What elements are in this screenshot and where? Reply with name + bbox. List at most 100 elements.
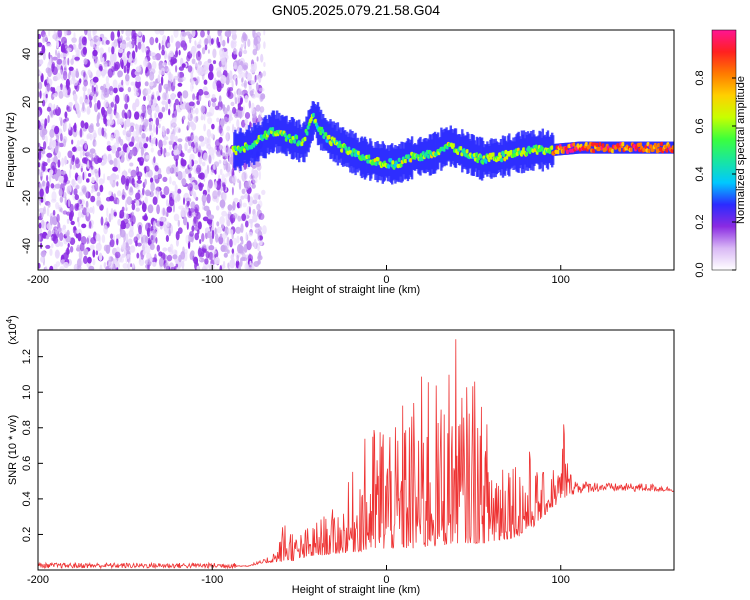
noise-blob <box>194 232 199 241</box>
noise-blob <box>135 128 140 137</box>
noise-blob <box>103 114 107 125</box>
x-tick-label: -100 <box>201 274 223 286</box>
noise-blob <box>78 205 84 211</box>
noise-blob <box>198 155 203 165</box>
noise-blob <box>208 154 212 165</box>
noise-blob <box>207 58 212 64</box>
ridge-core <box>475 152 479 157</box>
noise-blob <box>61 157 65 167</box>
noise-blob <box>161 49 166 56</box>
ridge-core <box>300 141 305 146</box>
noise-blob <box>183 197 185 206</box>
noise-blob <box>75 157 80 165</box>
noise-blob <box>39 188 44 198</box>
noise-blob <box>149 243 155 251</box>
noise-blob <box>163 186 170 196</box>
noise-blob <box>226 125 231 132</box>
noise-blob <box>114 103 117 112</box>
noise-blob <box>248 206 251 215</box>
noise-blob <box>165 199 169 207</box>
noise-blob <box>207 183 211 193</box>
noise-blob <box>107 106 113 115</box>
noise-blob <box>170 224 173 234</box>
noise-blob <box>162 176 168 182</box>
noise-blob <box>203 152 208 162</box>
noise-blob <box>144 196 148 205</box>
y-tick-label: 20 <box>21 96 33 108</box>
ridge-core <box>598 142 602 147</box>
ridge-core <box>350 152 355 157</box>
noise-blob <box>212 48 217 59</box>
noise-blob <box>38 81 43 90</box>
noise-blob <box>56 105 59 110</box>
noise-blob <box>175 65 178 73</box>
noise-blob <box>113 129 120 140</box>
noise-blob <box>77 146 82 152</box>
noise-blob <box>175 231 180 241</box>
noise-blob <box>123 249 127 256</box>
noise-blob <box>145 222 151 232</box>
noise-blob <box>147 107 153 115</box>
noise-blob <box>90 195 96 203</box>
noise-blob <box>258 87 265 92</box>
ridge-core <box>610 148 615 154</box>
noise-blob <box>97 112 101 120</box>
noise-blob <box>214 105 220 111</box>
noise-blob <box>101 72 105 78</box>
noise-blob <box>150 132 154 138</box>
noise-blob <box>112 79 118 89</box>
noise-blob <box>60 170 67 175</box>
noise-blob <box>224 61 228 71</box>
noise-blob <box>137 31 142 37</box>
noise-blob <box>110 145 116 150</box>
noise-blob <box>155 117 160 127</box>
noise-blob <box>154 30 161 35</box>
spectrogram-y-label: Frequency (Hz) <box>5 112 17 188</box>
noise-blob <box>149 36 155 46</box>
noise-blob <box>203 65 209 75</box>
noise-blob <box>63 252 69 260</box>
noise-blob <box>174 184 178 194</box>
noise-blob <box>232 257 235 268</box>
noise-blob <box>219 233 223 238</box>
noise-blob <box>105 39 110 45</box>
noise-blob <box>167 35 170 43</box>
noise-blob <box>232 212 238 219</box>
noise-blob <box>220 148 223 156</box>
noise-blob <box>208 214 215 220</box>
noise-blob <box>152 97 157 107</box>
noise-blob <box>219 199 226 208</box>
ridge-core <box>403 158 408 164</box>
ridge-core <box>505 155 509 160</box>
noise-blob <box>152 261 157 267</box>
ridge-core <box>242 148 247 153</box>
snr-y-multiplier: (x104) <box>5 315 19 345</box>
noise-blob <box>255 104 261 112</box>
noise-blob <box>92 30 97 35</box>
noise-blob <box>177 188 182 194</box>
noise-blob <box>38 222 42 230</box>
noise-blob <box>239 236 244 242</box>
noise-blob <box>172 249 178 255</box>
noise-blob <box>223 107 228 115</box>
ridge-core <box>525 151 529 157</box>
noise-blob <box>260 56 264 62</box>
noise-blob <box>199 172 205 180</box>
noise-blob <box>135 75 142 83</box>
noise-blob <box>137 41 142 50</box>
noise-blob <box>49 174 52 183</box>
noise-blob <box>187 136 192 142</box>
noise-blob <box>82 102 85 112</box>
noise-blob <box>173 30 179 38</box>
noise-blob <box>125 30 131 38</box>
noise-blob <box>155 138 158 147</box>
noise-blob <box>188 211 192 217</box>
noise-blob <box>88 153 94 158</box>
noise-blob <box>38 33 42 40</box>
noise-blob <box>210 38 214 45</box>
noise-blob <box>86 134 90 140</box>
noise-blob <box>252 213 258 223</box>
noise-blob <box>152 55 158 61</box>
noise-blob <box>200 115 204 121</box>
noise-blob <box>59 69 64 80</box>
